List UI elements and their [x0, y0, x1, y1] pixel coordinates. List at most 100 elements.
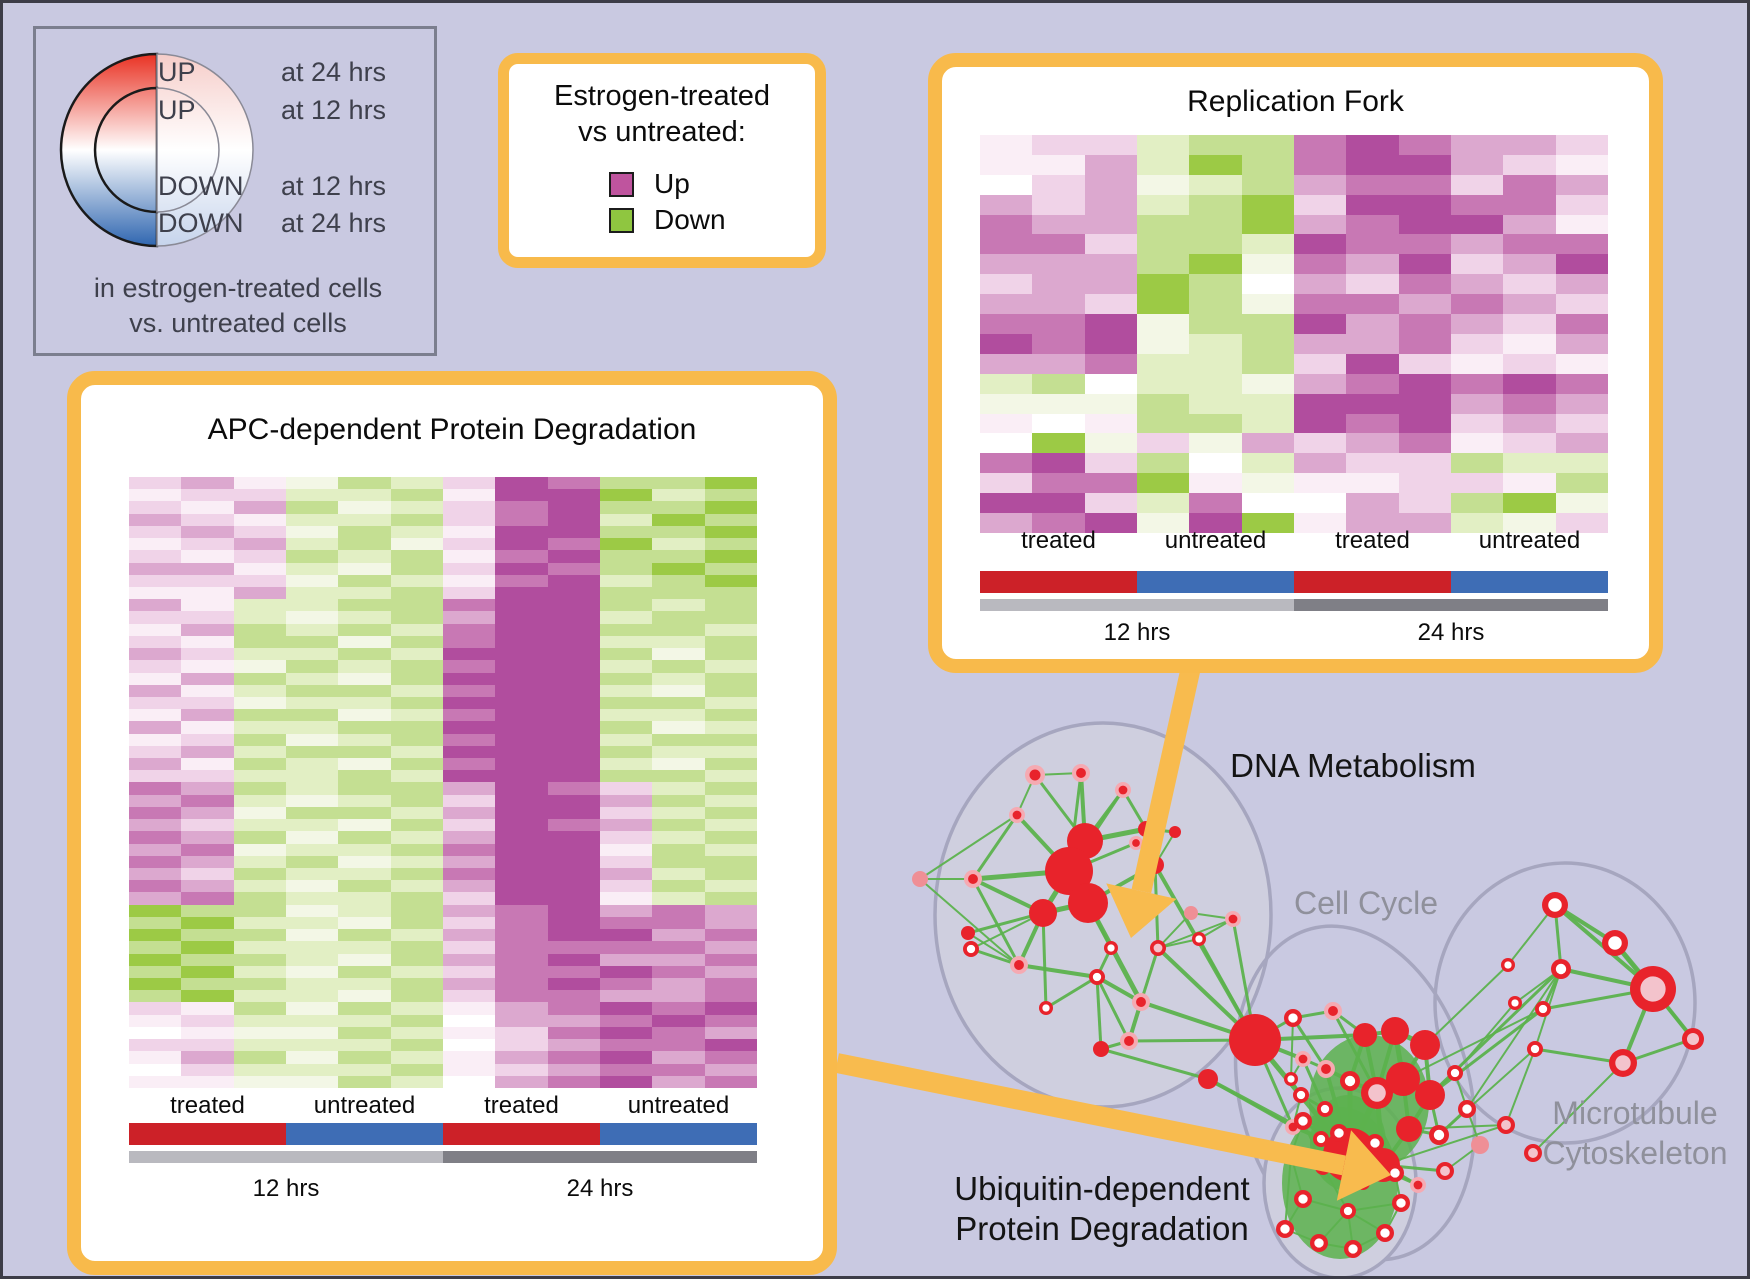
condition-bar	[443, 1123, 600, 1145]
heatmap-cell	[181, 1063, 234, 1076]
heatmap-cell	[285, 745, 339, 759]
heatmap-cell	[652, 477, 705, 490]
time-label: 24 hrs	[1417, 619, 1485, 646]
heatmap-cell	[1503, 214, 1556, 235]
heatmap-cell	[390, 611, 443, 624]
heatmap-cell	[980, 294, 1033, 315]
heatmap-cell	[233, 929, 286, 942]
heatmap-cell	[338, 501, 391, 514]
condition-label: treated	[170, 1092, 245, 1119]
heatmap-cell	[338, 733, 391, 746]
heatmap-cell	[338, 819, 391, 832]
heatmap-cell	[495, 477, 548, 490]
heatmap-cell	[285, 733, 339, 746]
heatmap-cell	[442, 635, 496, 649]
heatmap-cell	[1241, 373, 1294, 394]
heatmap-cell	[1293, 214, 1347, 235]
heatmap-cell	[547, 1039, 600, 1052]
heatmap-apc-degradation	[129, 477, 757, 1088]
heatmap-cell	[1136, 274, 1190, 295]
heatmap-cell	[1293, 453, 1347, 474]
heatmap-cell	[285, 721, 339, 734]
heatmap-cell	[1084, 333, 1137, 354]
heatmap-cell	[652, 672, 705, 685]
node-core	[1298, 1054, 1308, 1064]
heatmap-cell	[129, 684, 182, 697]
ring-time-label: at 24 hrs	[281, 208, 386, 238]
heatmap-cell	[181, 648, 234, 661]
heatmap-cell	[442, 709, 496, 722]
heatmap-cell	[390, 660, 443, 673]
heatmap-cell	[1293, 413, 1347, 434]
heatmap-cell	[390, 880, 443, 893]
heatmap-cell	[442, 550, 496, 563]
heatmap-cell	[129, 806, 182, 820]
heatmap-cell	[1398, 154, 1451, 175]
heatmap-cell	[129, 599, 182, 612]
heatmap-cell	[547, 477, 600, 490]
heatmap-cell	[390, 489, 443, 502]
node-core	[1640, 976, 1666, 1002]
heatmap-cell	[704, 477, 757, 490]
heatmap-cell	[390, 1026, 443, 1040]
heatmap-cell	[129, 477, 182, 490]
heatmap-cell	[1398, 294, 1451, 315]
heatmap-cell	[442, 916, 496, 930]
heatmap-cell	[495, 782, 548, 795]
heatmap-cell	[285, 977, 339, 991]
heatmap-cell	[1084, 194, 1137, 215]
time-bar	[443, 1151, 757, 1163]
heatmap-cell	[1503, 154, 1556, 175]
node-core	[1153, 943, 1163, 953]
heatmap-cell	[547, 623, 600, 636]
heatmap-cell	[1450, 493, 1504, 514]
heatmap-cell	[495, 501, 548, 514]
heatmap-cell	[599, 562, 653, 575]
node-core	[1396, 1198, 1406, 1208]
heatmap-cell	[704, 868, 757, 881]
heatmap-cell	[338, 758, 391, 771]
heatmap-cell	[338, 868, 391, 881]
heatmap-cell	[1346, 393, 1399, 414]
heatmap-cell	[1189, 433, 1242, 454]
heatmap-cell	[652, 660, 705, 673]
heatmap-cell	[338, 965, 391, 978]
heatmap-cell	[233, 1014, 286, 1027]
node-core	[1136, 997, 1146, 1007]
heatmap-cell	[704, 696, 757, 710]
condition-labels-row: treated untreated treated untreated	[980, 527, 1608, 555]
heatmap-cell	[495, 806, 548, 820]
heatmap-cell	[599, 489, 653, 502]
heatmap-cell	[1032, 194, 1085, 215]
heatmap-cell	[547, 1075, 600, 1088]
time-bar	[1294, 599, 1608, 611]
heatmap-cell	[547, 965, 600, 978]
heatmap-cell	[1346, 433, 1399, 454]
heatmap-cell	[704, 721, 757, 734]
heatmap-cell	[181, 696, 234, 710]
heatmap-cell	[599, 831, 653, 844]
heatmap-cell	[390, 648, 443, 661]
heatmap-cell	[285, 635, 339, 649]
heatmap-cell	[390, 733, 443, 746]
heatmap-cell	[233, 855, 286, 868]
heatmap-cell	[390, 501, 443, 514]
node-core	[1413, 1180, 1423, 1190]
heatmap-cell	[599, 1063, 653, 1076]
heatmap-cell	[495, 892, 548, 905]
heatmap-cell	[442, 623, 496, 636]
heatmap-cell	[652, 733, 705, 746]
heatmap-cell	[129, 513, 182, 526]
heatmap-cell	[1346, 373, 1399, 394]
heatmap-cell	[233, 611, 286, 624]
heatmap-cell	[1293, 135, 1347, 155]
heatmap-cell	[704, 611, 757, 624]
heatmap-cell	[652, 586, 705, 600]
heatmap-cell	[390, 965, 443, 978]
heatmap-cell	[1032, 314, 1085, 334]
heatmap-cell	[495, 599, 548, 612]
heatmap-cell	[338, 977, 391, 991]
heatmap-cell	[652, 1063, 705, 1076]
heatmap-cell	[1136, 154, 1190, 175]
heatmap-cell	[599, 623, 653, 636]
